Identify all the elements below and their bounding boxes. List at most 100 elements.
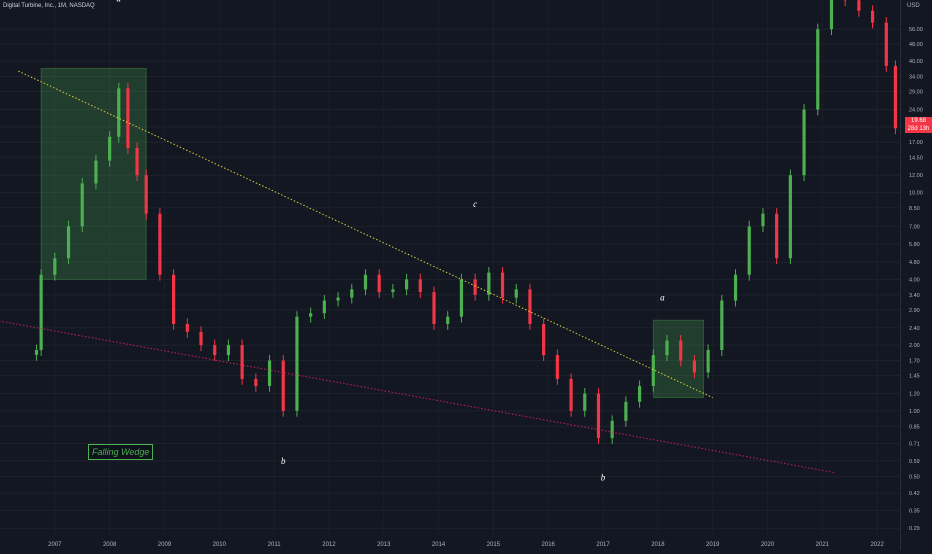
- y-tick-label: 2.40: [909, 326, 920, 332]
- candle-body[interactable]: [364, 275, 367, 290]
- candle-body[interactable]: [583, 394, 586, 411]
- candle-body[interactable]: [135, 148, 138, 175]
- wave-label: a: [660, 293, 665, 303]
- candle-body[interactable]: [117, 88, 120, 136]
- y-tick-label: 4.00: [909, 277, 920, 283]
- candle-body[interactable]: [501, 273, 504, 298]
- x-tick-label: 2020: [761, 542, 775, 548]
- x-tick-label: 2011: [268, 542, 282, 548]
- candle-body[interactable]: [378, 275, 381, 292]
- candle-body[interactable]: [528, 289, 531, 324]
- candle-body[interactable]: [679, 340, 682, 360]
- candle-body[interactable]: [35, 350, 38, 355]
- candle-body[interactable]: [268, 361, 271, 386]
- candle-body[interactable]: [569, 379, 572, 411]
- y-tick-label: 14.50: [909, 155, 923, 161]
- highlight-box[interactable]: [41, 68, 146, 279]
- candle-body[interactable]: [172, 275, 175, 324]
- x-tick-label: 2022: [870, 542, 884, 548]
- candle-body[interactable]: [748, 226, 751, 274]
- candle-body[interactable]: [611, 421, 614, 438]
- y-tick-label: 7.00: [909, 224, 920, 230]
- candle-body[interactable]: [323, 301, 326, 314]
- candle-body[interactable]: [597, 394, 600, 439]
- candle-body[interactable]: [789, 175, 792, 258]
- candle-body[interactable]: [775, 214, 778, 259]
- candle-body[interactable]: [761, 214, 764, 227]
- candle-body[interactable]: [199, 332, 202, 345]
- candle-body[interactable]: [542, 324, 545, 355]
- y-tick-label: 0.50: [909, 475, 920, 481]
- candle-body[interactable]: [446, 317, 449, 324]
- y-tick-label: 0.29: [909, 526, 920, 532]
- y-tick-label: 1.20: [909, 392, 920, 398]
- candle-body[interactable]: [885, 23, 888, 66]
- candle-body[interactable]: [405, 279, 408, 289]
- candle-body[interactable]: [816, 29, 819, 109]
- candle-body[interactable]: [94, 161, 97, 184]
- candle-body[interactable]: [720, 301, 723, 350]
- pattern-label[interactable]: Falling Wedge: [88, 444, 153, 460]
- candle-body[interactable]: [556, 355, 559, 379]
- candle-body[interactable]: [67, 226, 70, 258]
- candle-body[interactable]: [391, 289, 394, 292]
- candle-body[interactable]: [186, 324, 189, 332]
- x-tick-label: 2010: [213, 542, 227, 548]
- candle-body[interactable]: [227, 345, 230, 355]
- candle-body[interactable]: [126, 88, 129, 148]
- x-tick-label: 2021: [816, 542, 830, 548]
- candle-body[interactable]: [474, 279, 477, 294]
- candle-body[interactable]: [40, 275, 43, 350]
- candle-body[interactable]: [108, 137, 111, 161]
- candle-body[interactable]: [295, 317, 298, 411]
- y-tick-label: 0.85: [909, 424, 920, 430]
- y-tick-label: 1.00: [909, 409, 920, 415]
- candle-body[interactable]: [81, 183, 84, 226]
- candle-body[interactable]: [894, 66, 897, 128]
- x-tick-label: 2007: [48, 542, 62, 548]
- candle-body[interactable]: [871, 11, 874, 23]
- candle-body[interactable]: [665, 340, 668, 355]
- y-tick-label: 24.00: [909, 108, 923, 114]
- candle-body[interactable]: [419, 279, 422, 292]
- y-tick-label: 34.00: [909, 74, 923, 80]
- candle-body[interactable]: [309, 313, 312, 316]
- y-tick-label: 10.00: [909, 191, 923, 197]
- candle-body[interactable]: [241, 345, 244, 379]
- candle-body[interactable]: [830, 0, 833, 29]
- x-tick-label: 2019: [706, 542, 720, 548]
- candle-body[interactable]: [254, 379, 257, 386]
- y-tick-label: 2.00: [909, 343, 920, 349]
- candle-body[interactable]: [707, 350, 710, 372]
- y-tick-label: 40.00: [909, 59, 923, 65]
- candle-body[interactable]: [53, 258, 56, 275]
- candle-body[interactable]: [652, 355, 655, 386]
- highlight-box[interactable]: [653, 320, 703, 397]
- y-tick-label: 0.71: [909, 441, 920, 447]
- candle-body[interactable]: [213, 345, 216, 355]
- candle-body[interactable]: [145, 175, 148, 213]
- candle-body[interactable]: [638, 386, 641, 402]
- candle-body[interactable]: [158, 214, 161, 275]
- y-tick-label: 29.00: [909, 90, 923, 96]
- x-tick-label: 2016: [542, 542, 556, 548]
- candle-body[interactable]: [857, 0, 860, 11]
- y-tick-label: 48.00: [909, 42, 923, 48]
- x-tick-label: 2014: [432, 542, 446, 548]
- candle-body[interactable]: [515, 289, 518, 297]
- y-tick-label: 4.80: [909, 260, 920, 266]
- candle-body[interactable]: [336, 298, 339, 301]
- candle-body[interactable]: [282, 361, 285, 411]
- candle-body[interactable]: [624, 402, 627, 421]
- candle-body[interactable]: [693, 361, 696, 373]
- x-tick-label: 2018: [651, 542, 665, 548]
- x-tick-label: 2013: [377, 542, 391, 548]
- candle-body[interactable]: [432, 292, 435, 324]
- candle-body[interactable]: [350, 289, 353, 297]
- candle-body[interactable]: [734, 275, 737, 301]
- y-tick-label: 0.42: [909, 491, 920, 497]
- candle-body[interactable]: [802, 110, 805, 176]
- candle-body[interactable]: [460, 279, 463, 316]
